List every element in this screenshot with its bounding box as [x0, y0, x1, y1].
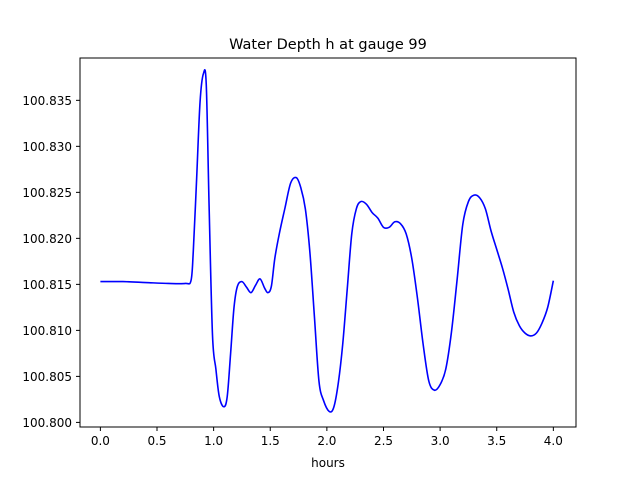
x-tick-label: 2.5	[374, 434, 393, 448]
plot-frame	[79, 57, 577, 428]
y-tick-label: 100.825	[22, 186, 72, 200]
x-axis-title: hours	[311, 456, 345, 470]
y-tick-label: 100.830	[22, 140, 72, 154]
y-tick-label: 100.820	[22, 232, 72, 246]
x-tick-label: 1.5	[261, 434, 280, 448]
x-tick-label: 1.0	[204, 434, 223, 448]
series-layer	[100, 68, 555, 413]
x-tick-label: 4.0	[544, 434, 563, 448]
chart-title: Water Depth h at gauge 99	[229, 37, 427, 53]
y-axis: 100.800 100.805 100.810 100.815 100.820 100.8…	[22, 94, 80, 430]
x-tick-label: 2.0	[317, 434, 336, 448]
x-axis: 0.0 0.5 1.0 1.5 2.0 2.5 3.0 3.5 4.0	[91, 427, 563, 448]
y-tick-label: 100.815	[22, 278, 72, 292]
y-tick-label: 100.835	[22, 94, 72, 108]
series-line	[100, 68, 555, 413]
y-tick-label: 100.800	[22, 416, 72, 430]
x-tick-label: 3.0	[431, 434, 450, 448]
y-tick-label: 100.805	[22, 370, 72, 384]
y-tick-label: 100.810	[22, 324, 72, 338]
x-tick-label: 0.5	[147, 434, 166, 448]
x-tick-label: 3.5	[487, 434, 506, 448]
x-tick-label: 0.0	[91, 434, 110, 448]
